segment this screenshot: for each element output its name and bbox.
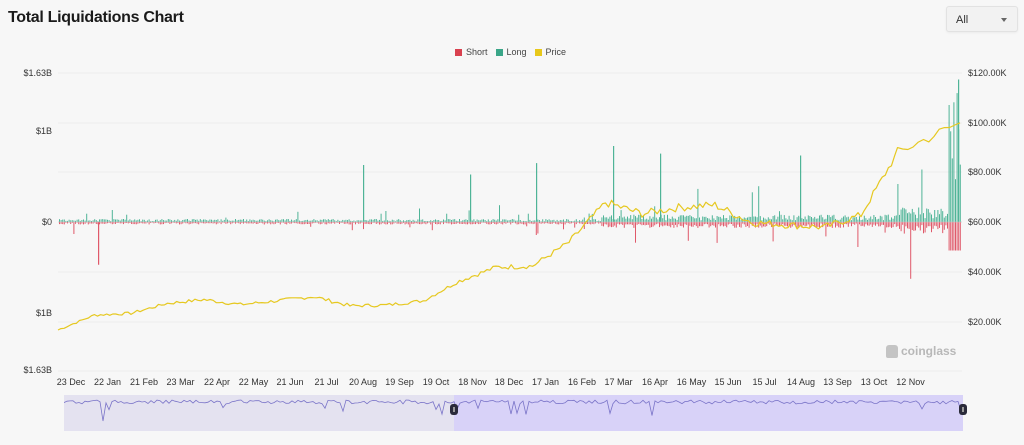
legend-label: Long xyxy=(506,47,527,57)
left-axis-tick: $0 xyxy=(41,217,52,227)
legend-label: Price xyxy=(545,47,567,57)
left-axis-tick: $1.63B xyxy=(23,68,52,78)
x-axis-tick: 23 Dec xyxy=(56,377,86,387)
time-range-select[interactable]: All xyxy=(946,6,1018,32)
range-navigator[interactable] xyxy=(64,395,967,431)
chart-title: Total Liquidations Chart xyxy=(8,9,184,26)
x-axis-tick: 22 May xyxy=(238,377,269,387)
legend-item-short[interactable]: Short xyxy=(455,47,488,57)
coinglass-watermark: coinglass xyxy=(886,344,956,358)
time-range-value: All xyxy=(956,14,969,26)
x-axis-tick: 19 Oct xyxy=(422,377,450,387)
x-axis-tick: 21 Jul xyxy=(314,377,339,387)
navigator-series xyxy=(64,399,962,422)
x-axis-tick: 19 Sep xyxy=(385,377,414,387)
legend-item-price[interactable]: Price xyxy=(534,47,567,57)
right-axis-tick: $40.00K xyxy=(968,267,1002,277)
navigator-selection[interactable] xyxy=(454,395,963,431)
legend-item-long[interactable]: Long xyxy=(495,47,527,57)
x-axis-tick: 16 Apr xyxy=(641,377,669,387)
x-axis-tick: 22 Apr xyxy=(203,377,231,387)
x-axis-tick: 18 Dec xyxy=(494,377,524,387)
x-axis-tick: 23 Mar xyxy=(166,377,195,387)
x-axis-tick: 16 May xyxy=(676,377,707,387)
x-axis-tick: 16 Feb xyxy=(567,377,597,387)
short-swatch-icon xyxy=(455,48,462,56)
right-axis-tick: $20.00K xyxy=(968,317,1002,327)
liquidation-bars xyxy=(58,79,962,279)
x-axis-tick: 21 Jun xyxy=(276,377,304,387)
x-axis-tick: 14 Aug xyxy=(786,377,816,387)
price-swatch-icon xyxy=(534,48,542,56)
right-axis-tick: $60.00K xyxy=(968,217,1002,227)
left-axis-tick: $1B xyxy=(35,126,52,136)
x-axis-tick: 13 Oct xyxy=(860,377,888,387)
left-axis-tick: $1.63B xyxy=(23,365,52,375)
long-swatch-icon xyxy=(495,48,503,56)
right-axis-tick: $100.00K xyxy=(968,118,1007,128)
x-axis-tick: 21 Feb xyxy=(129,377,159,387)
right-axis-tick: $120.00K xyxy=(968,68,1007,78)
x-axis-tick: 18 Nov xyxy=(458,377,487,387)
x-axis-tick: 15 Jun xyxy=(714,377,742,387)
left-axis-tick: $1B xyxy=(35,308,52,318)
navigator-left-handle[interactable] xyxy=(450,404,458,415)
right-axis-tick: $80.00K xyxy=(968,167,1002,177)
legend-label: Short xyxy=(466,47,488,57)
x-axis-tick: 12 Nov xyxy=(896,377,925,387)
price-line xyxy=(57,122,961,331)
x-axis-tick: 17 Jan xyxy=(531,377,560,387)
navigator-right-handle[interactable] xyxy=(959,404,967,415)
x-axis-tick: 13 Sep xyxy=(823,377,852,387)
x-axis-tick: 15 Jul xyxy=(752,377,777,387)
chart-legend: Short Long Price xyxy=(455,47,566,57)
x-axis-tick: 17 Mar xyxy=(604,377,633,387)
coinglass-logo-icon xyxy=(886,344,898,358)
x-axis-tick: 22 Jan xyxy=(93,377,122,387)
caret-down-icon xyxy=(1001,18,1007,22)
x-axis-tick: 20 Aug xyxy=(348,377,378,387)
